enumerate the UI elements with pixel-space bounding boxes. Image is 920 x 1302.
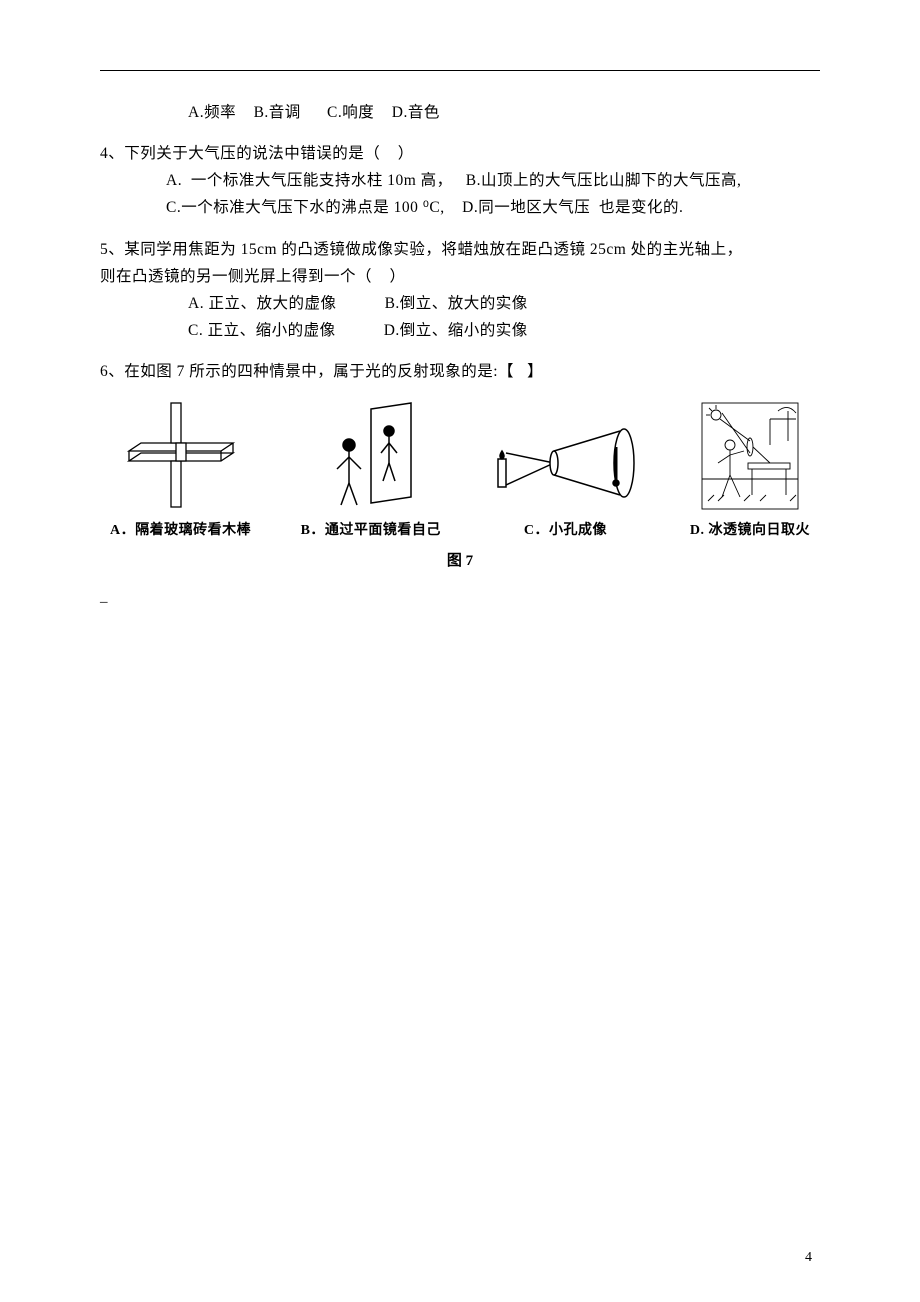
page-number: 4 — [805, 1250, 812, 1266]
page-content: A.频率 B.音调 C.响度 D.音色 4、下列关于大气压的说法中错误的是（ ）… — [0, 0, 920, 611]
glass-stick-icon — [121, 401, 241, 511]
q4-optA: A. 一个标准大气压能支持水柱 10m 高， — [166, 172, 453, 189]
q6-figures-row: A．隔着玻璃砖看木棒 — [110, 401, 810, 539]
mirror-person-icon — [311, 401, 431, 511]
pinhole-icon — [490, 411, 640, 511]
q6-figA-caption: A．隔着玻璃砖看木棒 — [110, 519, 251, 539]
q4-optB: B.山顶上的大气压比山脚下的大气压高, — [466, 172, 742, 189]
q6-figure-label: 图 7 — [100, 549, 820, 570]
q6-figure-B: B．通过平面镜看自己 — [301, 401, 441, 539]
q4-row2: C.一个标准大气压下水的沸点是 100 ⁰C, D.同一地区大气压 也是变化的. — [100, 194, 820, 221]
q6-figure-C: C．小孔成像 — [490, 411, 640, 539]
q5-optB: B.倒立、放大的实像 — [385, 295, 528, 312]
q4-stem: 4、下列关于大气压的说法中错误的是（ ） — [100, 140, 820, 167]
q6-figure-D: D. 冰透镜向日取火 — [690, 401, 810, 539]
q4-row1: A. 一个标准大气压能支持水柱 10m 高， B.山顶上的大气压比山脚下的大气压… — [100, 167, 820, 194]
q5-optC: C. 正立、缩小的虚像 — [188, 322, 336, 339]
question-6: 6、在如图 7 所示的四种情景中，属于光的反射现象的是:【 】 — [100, 358, 820, 385]
q6-figure-A: A．隔着玻璃砖看木棒 — [110, 401, 251, 539]
q5-row2: C. 正立、缩小的虚像 D.倒立、缩小的实像 — [100, 317, 820, 344]
q4-optD: D.同一地区大气压 也是变化的. — [462, 199, 683, 216]
q5-stem-line2: 则在凸透镜的另一侧光屏上得到一个（ ） — [100, 263, 820, 290]
q5-optD: D.倒立、缩小的实像 — [384, 322, 528, 339]
q6-figB-caption: B．通过平面镜看自己 — [301, 519, 441, 539]
ice-lens-icon — [700, 401, 800, 511]
trailing-mark: – — [100, 594, 820, 611]
q5-optA: A. 正立、放大的虚像 — [188, 295, 336, 312]
top-rule — [100, 70, 820, 71]
q5-stem-line1: 5、某同学用焦距为 15cm 的凸透镜做成像实验，将蜡烛放在距凸透镜 25cm … — [100, 236, 820, 263]
prev-question-options: A.频率 B.音调 C.响度 D.音色 — [100, 99, 820, 126]
q4-optC: C.一个标准大气压下水的沸点是 100 ⁰C, — [166, 199, 445, 216]
q6-figC-caption: C．小孔成像 — [524, 519, 607, 539]
question-4: 4、下列关于大气压的说法中错误的是（ ） A. 一个标准大气压能支持水柱 10m… — [100, 140, 820, 221]
q5-row1: A. 正立、放大的虚像 B.倒立、放大的实像 — [100, 290, 820, 317]
question-5: 5、某同学用焦距为 15cm 的凸透镜做成像实验，将蜡烛放在距凸透镜 25cm … — [100, 236, 820, 345]
q6-figD-caption: D. 冰透镜向日取火 — [690, 519, 810, 539]
q6-stem: 6、在如图 7 所示的四种情景中，属于光的反射现象的是:【 】 — [100, 358, 820, 385]
